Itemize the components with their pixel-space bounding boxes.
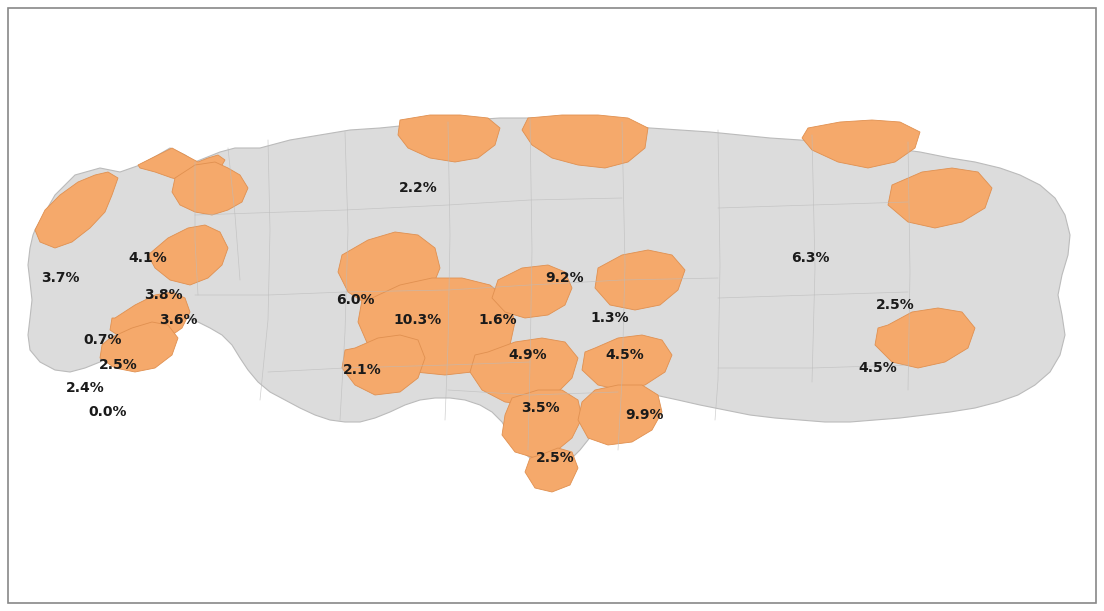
Text: 1.6%: 1.6% xyxy=(479,313,518,327)
Polygon shape xyxy=(100,322,178,372)
Polygon shape xyxy=(358,278,514,375)
Polygon shape xyxy=(110,292,190,345)
Text: 6.3%: 6.3% xyxy=(790,251,829,265)
Polygon shape xyxy=(399,115,500,162)
Text: 4.5%: 4.5% xyxy=(859,361,898,375)
Text: 6.0%: 6.0% xyxy=(336,293,374,307)
Text: 2.2%: 2.2% xyxy=(399,181,437,195)
Text: 4.5%: 4.5% xyxy=(606,348,645,362)
Polygon shape xyxy=(802,120,920,168)
Polygon shape xyxy=(502,390,582,458)
Polygon shape xyxy=(888,168,992,228)
Polygon shape xyxy=(28,118,1070,470)
Polygon shape xyxy=(526,448,578,492)
Text: 0.7%: 0.7% xyxy=(84,333,123,347)
Text: 2.5%: 2.5% xyxy=(875,298,914,312)
Text: 2.5%: 2.5% xyxy=(98,358,137,372)
Text: 9.2%: 9.2% xyxy=(545,271,584,285)
Polygon shape xyxy=(470,338,578,405)
Polygon shape xyxy=(595,250,684,310)
Polygon shape xyxy=(578,385,662,445)
Polygon shape xyxy=(582,335,672,390)
Text: 2.1%: 2.1% xyxy=(342,363,381,377)
Text: 1.3%: 1.3% xyxy=(591,311,629,325)
Text: 3.5%: 3.5% xyxy=(521,401,560,415)
Polygon shape xyxy=(148,225,229,285)
Text: 4.9%: 4.9% xyxy=(509,348,548,362)
Polygon shape xyxy=(342,335,425,395)
Polygon shape xyxy=(172,162,248,215)
Text: 10.3%: 10.3% xyxy=(394,313,442,327)
Text: 0.0%: 0.0% xyxy=(88,405,127,419)
Text: 3.8%: 3.8% xyxy=(144,288,182,302)
Polygon shape xyxy=(875,308,975,368)
Text: 3.7%: 3.7% xyxy=(41,271,79,285)
Polygon shape xyxy=(492,265,572,318)
Polygon shape xyxy=(522,115,648,168)
Text: 2.5%: 2.5% xyxy=(535,451,574,465)
Polygon shape xyxy=(35,172,118,248)
Text: 4.1%: 4.1% xyxy=(129,251,168,265)
Polygon shape xyxy=(138,148,225,182)
Text: 9.9%: 9.9% xyxy=(626,408,665,422)
Text: 2.4%: 2.4% xyxy=(65,381,105,395)
Polygon shape xyxy=(338,232,440,308)
Text: 3.6%: 3.6% xyxy=(159,313,198,327)
